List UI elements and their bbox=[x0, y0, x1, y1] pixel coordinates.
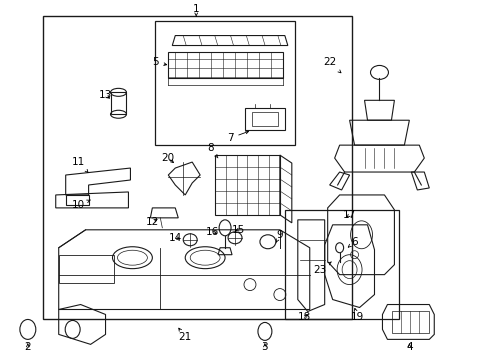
Bar bbox=[59, 255, 113, 283]
Text: 5: 5 bbox=[152, 58, 166, 67]
Text: 18: 18 bbox=[298, 312, 311, 323]
Bar bbox=[155, 21, 294, 145]
Text: 13: 13 bbox=[99, 90, 112, 100]
Text: 7: 7 bbox=[226, 131, 248, 143]
Text: 3: 3 bbox=[261, 342, 268, 352]
Text: 8: 8 bbox=[206, 143, 218, 158]
Text: 14: 14 bbox=[168, 233, 182, 243]
Bar bbox=[110, 92, 126, 114]
Text: 10: 10 bbox=[72, 200, 90, 210]
Text: 20: 20 bbox=[162, 153, 175, 163]
Text: 17: 17 bbox=[342, 210, 355, 220]
Text: 6: 6 bbox=[347, 237, 357, 247]
Text: 23: 23 bbox=[312, 262, 331, 275]
Bar bbox=[42, 15, 351, 319]
Text: 4: 4 bbox=[405, 342, 412, 352]
Text: 9: 9 bbox=[275, 230, 283, 243]
Text: 16: 16 bbox=[205, 227, 218, 237]
Text: 21: 21 bbox=[178, 328, 191, 342]
Text: 2: 2 bbox=[24, 342, 31, 352]
Text: 19: 19 bbox=[350, 309, 364, 323]
Bar bbox=[392, 311, 428, 333]
Bar bbox=[285, 210, 399, 319]
Text: 22: 22 bbox=[323, 58, 340, 73]
Text: 11: 11 bbox=[72, 157, 88, 172]
Text: 12: 12 bbox=[145, 217, 159, 227]
Bar bbox=[215, 155, 279, 215]
Text: 15: 15 bbox=[231, 225, 244, 235]
Text: 1: 1 bbox=[192, 4, 199, 17]
